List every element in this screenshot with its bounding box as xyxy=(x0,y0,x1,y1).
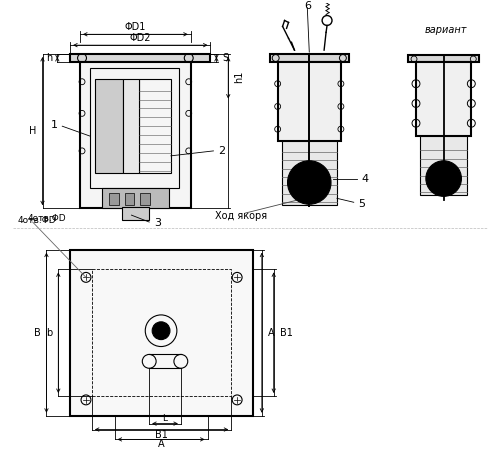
Text: B1: B1 xyxy=(155,431,168,441)
Bar xyxy=(420,136,468,195)
Bar xyxy=(122,207,149,220)
Bar xyxy=(140,194,150,205)
Circle shape xyxy=(297,171,321,194)
Text: h1: h1 xyxy=(234,71,244,83)
Bar xyxy=(277,62,341,141)
Bar xyxy=(70,54,211,62)
Text: L: L xyxy=(163,414,168,423)
Text: ΦD2: ΦD2 xyxy=(130,33,151,43)
Text: B: B xyxy=(34,328,40,338)
Bar xyxy=(125,194,134,205)
Text: B1: B1 xyxy=(279,328,292,338)
Text: Ход якоря: Ход якоря xyxy=(216,211,267,221)
Text: 3: 3 xyxy=(154,218,161,228)
Bar xyxy=(270,54,349,62)
Bar xyxy=(80,62,191,208)
Bar xyxy=(123,79,139,173)
Bar xyxy=(281,141,337,205)
Text: 6: 6 xyxy=(304,0,311,11)
Text: 1: 1 xyxy=(51,120,58,130)
Text: b: b xyxy=(46,328,52,338)
Text: h: h xyxy=(46,53,52,63)
Text: 2: 2 xyxy=(219,146,226,156)
Circle shape xyxy=(426,161,462,196)
Text: 4отв.ΦD: 4отв.ΦD xyxy=(27,214,66,223)
Bar xyxy=(70,250,253,416)
Text: A: A xyxy=(268,328,274,338)
Text: ΦD1: ΦD1 xyxy=(125,22,146,32)
Text: вариант: вариант xyxy=(425,25,467,36)
Bar xyxy=(102,189,169,208)
Bar xyxy=(90,68,179,189)
Text: 5: 5 xyxy=(359,199,366,209)
Circle shape xyxy=(152,322,170,340)
Bar xyxy=(416,62,472,136)
Text: S: S xyxy=(223,53,229,63)
Bar xyxy=(109,194,119,205)
Text: A: A xyxy=(158,439,164,450)
Bar xyxy=(95,79,123,173)
Bar xyxy=(139,79,171,173)
Text: H: H xyxy=(29,126,36,136)
Text: 4: 4 xyxy=(362,174,369,184)
Circle shape xyxy=(287,161,331,204)
Circle shape xyxy=(434,169,454,189)
Bar xyxy=(408,55,479,62)
Text: 4отв.ΦD: 4отв.ΦD xyxy=(18,216,56,225)
Bar xyxy=(92,270,231,396)
